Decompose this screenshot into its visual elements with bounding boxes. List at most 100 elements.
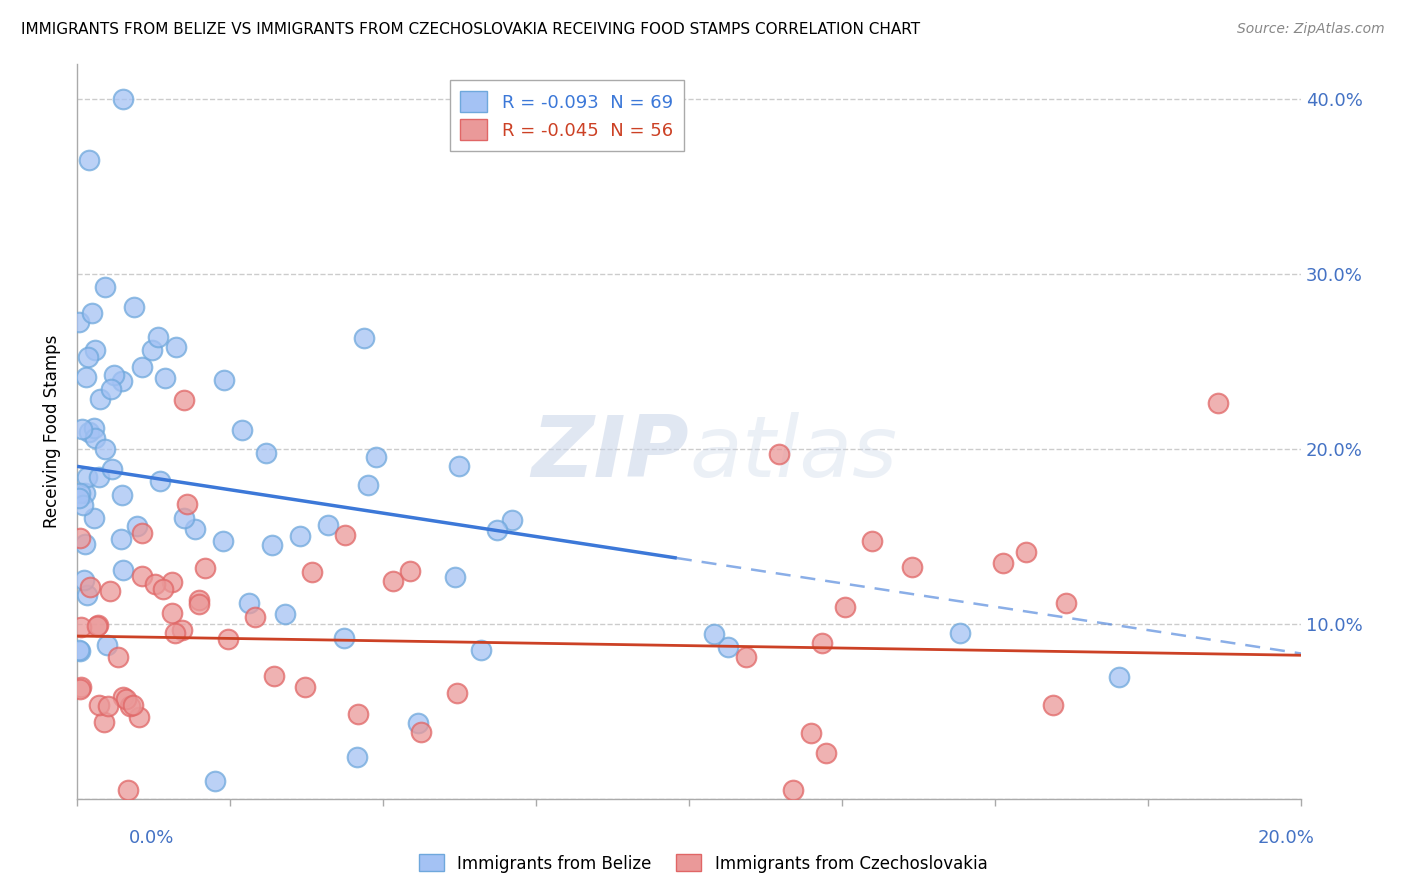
Point [121,698,143,713]
Point [211,533,233,548]
Point [800,726,823,740]
Point [131,359,153,374]
Point [79,153,101,168]
Point [163,626,186,640]
Point [834,600,856,615]
Point [127,518,149,533]
Point [173,392,195,407]
Point [901,560,924,574]
Point [991,556,1014,570]
Point [1042,698,1064,713]
Point [89,392,111,406]
Point [183,522,205,536]
Point [87,618,110,632]
Point [1206,396,1229,410]
Point [449,459,471,474]
Point [217,632,239,646]
Y-axis label: Receiving Food Stamps: Receiving Food Stamps [44,334,60,528]
Point [173,511,195,525]
Point [107,649,129,664]
Point [70,422,93,436]
Point [96,638,118,652]
Point [97,699,120,714]
Point [77,425,100,439]
Point [238,596,260,610]
Point [949,626,972,640]
Point [860,533,883,548]
Point [146,330,169,344]
Text: Source: ZipAtlas.com: Source: ZipAtlas.com [1237,22,1385,37]
Point [83,510,105,524]
Point [172,624,194,638]
Point [290,529,312,543]
Point [1108,670,1130,684]
Point [89,470,111,484]
Point [112,92,135,106]
Point [115,692,138,706]
Point [406,716,429,731]
Point [717,640,740,654]
Point [446,686,468,700]
Text: IMMIGRANTS FROM BELIZE VS IMMIGRANTS FROM CZECHOSLOVAKIA RECEIVING FOOD STAMPS C: IMMIGRANTS FROM BELIZE VS IMMIGRANTS FRO… [21,22,920,37]
Point [83,431,105,445]
Point [77,351,100,365]
Point [153,370,176,384]
Point [103,368,125,382]
Point [72,498,94,512]
Point [194,561,217,575]
Point [214,373,236,387]
Point [165,340,187,354]
Point [176,498,198,512]
Point [67,491,90,505]
Point [188,593,211,607]
Point [273,607,295,621]
Point [1014,545,1036,559]
Point [131,568,153,582]
Point [204,774,226,789]
Point [83,420,105,434]
Point [262,538,284,552]
Point [128,710,150,724]
Legend: Immigrants from Belize, Immigrants from Czechoslovakia: Immigrants from Belize, Immigrants from … [412,847,994,880]
Point [117,783,139,797]
Point [333,632,356,646]
Point [814,747,837,761]
Legend: R = -0.093  N = 69, R = -0.045  N = 56: R = -0.093 N = 69, R = -0.045 N = 56 [450,80,683,151]
Point [111,563,134,577]
Point [122,300,145,314]
Point [1054,596,1077,610]
Point [87,698,110,713]
Point [73,573,96,587]
Point [316,518,339,533]
Point [76,470,98,484]
Point [75,537,97,551]
Point [160,574,183,589]
Point [101,462,124,476]
Point [381,574,404,588]
Point [364,450,387,464]
Point [263,669,285,683]
Point [346,749,368,764]
Point [409,725,432,739]
Point [94,280,117,294]
Point [110,532,132,546]
Point [335,527,357,541]
Point [93,715,115,730]
Point [67,642,90,657]
Point [353,331,375,345]
Point [118,698,141,713]
Point [70,680,93,694]
Point [69,531,91,545]
Point [485,523,508,537]
Point [112,690,135,705]
Point [188,597,211,611]
Point [357,477,380,491]
Point [470,642,492,657]
Point [231,423,253,437]
Point [735,650,758,665]
Point [443,570,465,584]
Point [254,446,277,460]
Point [768,447,790,461]
Point [83,343,105,357]
Point [69,644,91,658]
